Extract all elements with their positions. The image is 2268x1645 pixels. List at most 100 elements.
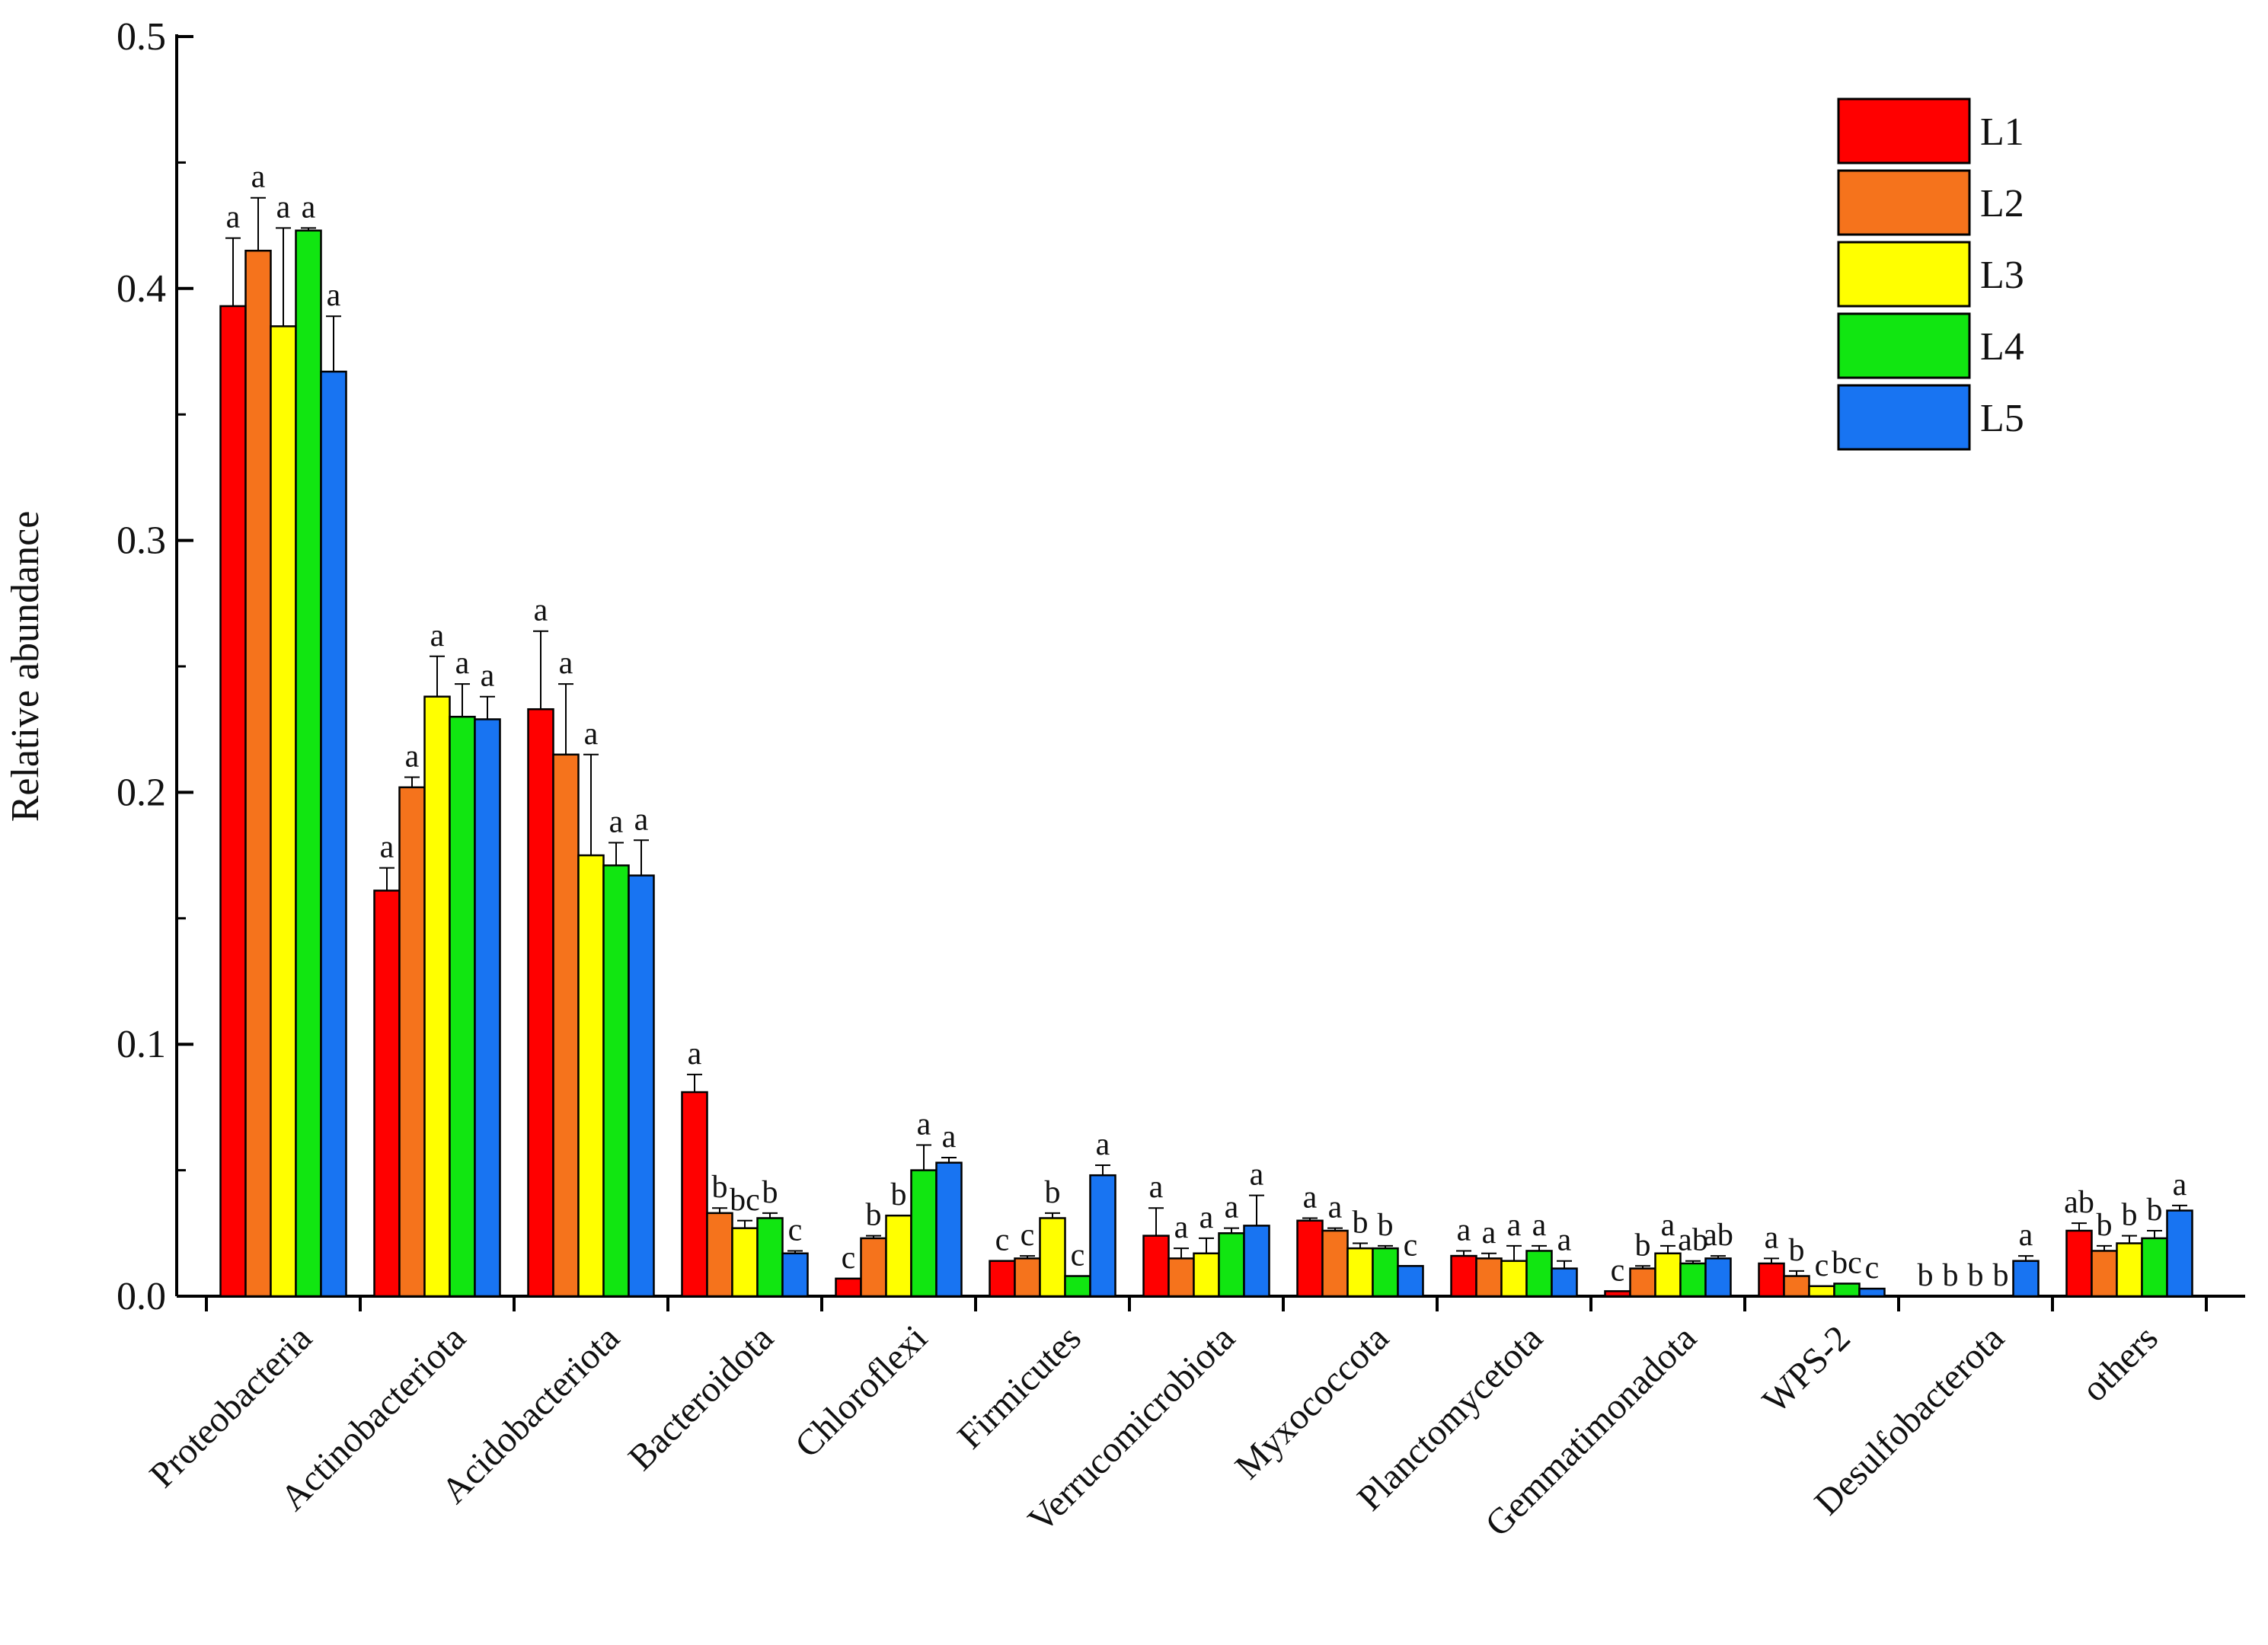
significance-label: a — [2173, 1167, 2187, 1203]
bar-l2 — [1168, 1257, 1195, 1298]
significance-label: c — [1815, 1248, 1829, 1283]
significance-label: a — [2019, 1218, 2033, 1253]
bar-l5 — [474, 718, 501, 1298]
legend-label-l2: L2 — [1980, 182, 2024, 225]
bar-l2 — [1629, 1267, 1656, 1298]
significance-label: a — [481, 659, 495, 694]
axes-layer: 0.0 0.1 0.2 0.3 0.4 0.5 — [117, 15, 2245, 1318]
significance-label: a — [1250, 1158, 1264, 1193]
bar-l1 — [1142, 1235, 1170, 1298]
significance-label: b — [712, 1170, 728, 1205]
category-label: WPS-2 — [1755, 1318, 1858, 1421]
category-label: Myxococcota — [1228, 1318, 1397, 1487]
significance-label: b — [1918, 1258, 1934, 1293]
y-tick-label: 0.3 — [117, 519, 166, 563]
significance-label: b — [1378, 1208, 1394, 1243]
bar-l2 — [552, 753, 580, 1298]
significance-label: a — [1225, 1190, 1239, 1225]
bar-l1 — [835, 1277, 862, 1298]
bar-l5 — [2166, 1209, 2193, 1298]
significance-label: ab — [1678, 1223, 1708, 1258]
bar-l2 — [1475, 1257, 1503, 1298]
legend-swatch-l2 — [1837, 169, 1971, 236]
bar-l4 — [295, 229, 322, 1298]
significance-label: c — [788, 1212, 803, 1247]
significance-label: b — [1045, 1175, 1061, 1210]
bar-l3 — [1654, 1252, 1682, 1298]
bar-l4 — [1833, 1282, 1861, 1298]
bar-l4 — [1218, 1232, 1245, 1298]
significance-label: c — [1611, 1253, 1625, 1288]
y-tick-label: 0.2 — [117, 771, 166, 814]
bar-l1 — [1604, 1290, 1631, 1298]
significance-label: a — [1096, 1127, 1110, 1162]
bar-l3 — [1193, 1252, 1220, 1298]
bar-l2 — [1783, 1275, 1810, 1298]
significance-label: b — [1789, 1233, 1805, 1268]
significance-label: a — [559, 646, 573, 681]
y-axis-title: Relative abundance — [4, 511, 47, 822]
bar-l5 — [781, 1252, 809, 1298]
bar-l1 — [989, 1260, 1016, 1298]
bars-layer — [219, 196, 2193, 1298]
significance-label: bc — [730, 1183, 760, 1218]
significance-label: c — [1404, 1228, 1418, 1263]
significance-label: b — [2122, 1198, 2138, 1233]
significance-label: b — [2147, 1193, 2163, 1228]
significance-label: a — [584, 717, 599, 752]
bar-l2 — [860, 1237, 887, 1298]
legend-swatch-l3 — [1837, 241, 1971, 308]
bar-l1 — [681, 1091, 708, 1298]
legend-swatch-l1 — [1837, 97, 1971, 164]
significance-label: ab — [2064, 1185, 2094, 1220]
category-label: others — [2074, 1318, 2165, 1409]
legend-label-l4: L4 — [1980, 325, 2024, 369]
bar-l5 — [1089, 1174, 1116, 1298]
bar-l2 — [2091, 1250, 2118, 1298]
significance-label: a — [251, 160, 266, 195]
bar-l5 — [1858, 1287, 1886, 1298]
bar-l3 — [270, 325, 297, 1298]
significance-label: a — [534, 593, 548, 628]
significance-label: a — [455, 646, 470, 681]
significance-label: b — [1943, 1258, 1959, 1293]
significance-label: c — [842, 1241, 856, 1276]
significance-label: a — [1199, 1200, 1214, 1235]
legend-swatch-l4 — [1837, 312, 1971, 379]
y-tick-label: 0.0 — [117, 1275, 166, 1318]
category-label: Bacteroidota — [621, 1318, 781, 1478]
significance-label: a — [1457, 1212, 1471, 1247]
significance-label: b — [1993, 1258, 2009, 1293]
significance-label: b — [1635, 1228, 1651, 1263]
bar-l4 — [1525, 1250, 1553, 1298]
bar-l3 — [885, 1214, 912, 1298]
legend-label-l5: L5 — [1980, 397, 2024, 440]
significance-label: a — [1174, 1210, 1189, 1245]
bar-l3 — [731, 1227, 759, 1298]
bar-l4 — [1064, 1275, 1091, 1298]
bar-l2 — [706, 1212, 733, 1298]
bar-l1 — [527, 708, 554, 1298]
bar-l1 — [2065, 1229, 2093, 1298]
significance-label: a — [1149, 1170, 1164, 1205]
bar-l5 — [1704, 1257, 1732, 1298]
significance-label: a — [1661, 1208, 1675, 1243]
bar-l3 — [1039, 1217, 1066, 1298]
category-label: Chloroflexi — [787, 1318, 935, 1465]
bar-l4 — [2141, 1237, 2168, 1298]
significance-label: c — [1021, 1218, 1035, 1253]
bar-l1 — [373, 890, 401, 1298]
significance-label: a — [1482, 1215, 1497, 1251]
bar-l3 — [1808, 1285, 1835, 1298]
bar-l4 — [602, 864, 630, 1298]
bar-l1 — [1296, 1219, 1324, 1298]
significance-label: c — [1071, 1238, 1085, 1273]
significance-label: c — [1865, 1251, 1880, 1286]
significance-label: a — [405, 739, 420, 775]
bar-l5 — [1243, 1225, 1270, 1298]
bar-l2 — [244, 249, 272, 1298]
bar-l5 — [935, 1161, 963, 1298]
bar-l1 — [219, 305, 247, 1298]
